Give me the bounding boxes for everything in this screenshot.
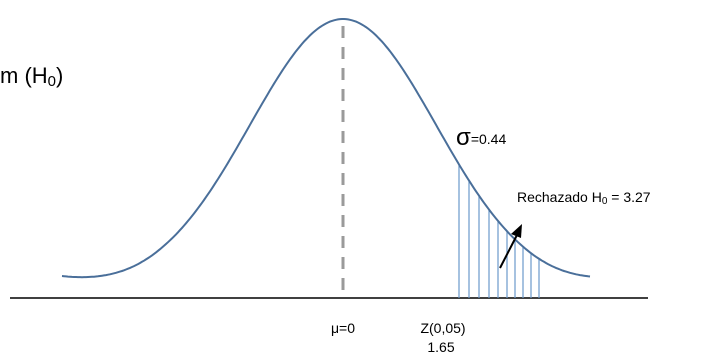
z-critical-value: 1.65 — [427, 339, 454, 355]
title-prefix: m (H — [0, 63, 48, 88]
title-suffix: ) — [56, 63, 63, 88]
rejection-subscript: 0 — [602, 196, 608, 207]
rejection-region-shading — [458, 164, 540, 298]
rejection-arrow-head — [511, 224, 522, 238]
mu-label: μ=0 — [331, 320, 355, 336]
title-subscript: 0 — [48, 73, 56, 90]
sigma-symbol: σ — [456, 124, 471, 151]
rejection-arrow-shaft — [499, 234, 518, 269]
sigma-label: σ=0.44 — [456, 124, 506, 151]
sigma-value: =0.44 — [471, 131, 507, 147]
z-critical-label: Z(0,05) — [420, 320, 465, 336]
rejection-prefix: Rechazado H — [517, 189, 602, 205]
bell-curve — [61, 18, 591, 279]
rejection-suffix: = 3.27 — [607, 189, 650, 205]
title-fragment: m (H0) — [0, 63, 63, 90]
rejection-label: Rechazado H0 = 3.27 — [517, 189, 651, 207]
